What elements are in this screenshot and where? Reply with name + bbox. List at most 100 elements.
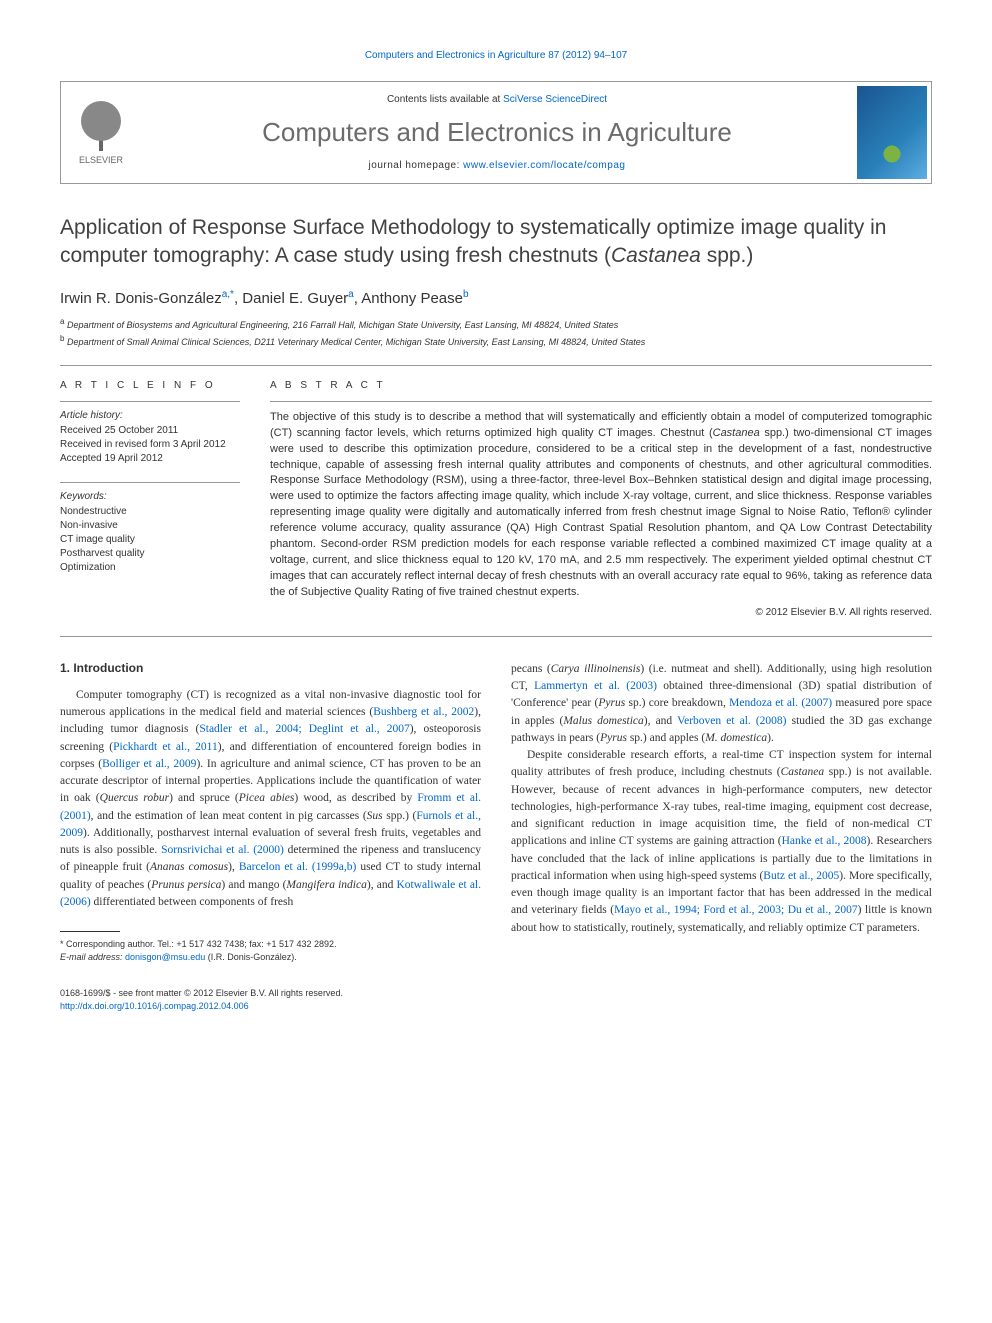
kw-1: Nondestructive bbox=[60, 505, 240, 519]
elsevier-tree-icon bbox=[76, 101, 126, 151]
t: pecans ( bbox=[511, 663, 551, 675]
cite-link[interactable]: Mayo et al., 1994; Ford et al., 2003; Du… bbox=[614, 904, 858, 916]
author-3-sup: b bbox=[463, 289, 469, 300]
affil-a-text: Department of Biosystems and Agricultura… bbox=[67, 320, 618, 330]
cite-link[interactable]: Hanke et al., 2008 bbox=[782, 835, 867, 847]
article-info-heading: A R T I C L E I N F O bbox=[60, 380, 240, 391]
corr-line: * Corresponding author. Tel.: +1 517 432… bbox=[60, 938, 481, 951]
authors: Irwin R. Donis-Gonzáleza,*, Daniel E. Gu… bbox=[60, 289, 932, 307]
corresponding-footnote: * Corresponding author. Tel.: +1 517 432… bbox=[60, 938, 481, 963]
affiliation-a: a Department of Biosystems and Agricultu… bbox=[60, 317, 932, 330]
page: Computers and Electronics in Agriculture… bbox=[0, 0, 992, 1063]
species: Sus bbox=[367, 810, 383, 822]
homepage-link[interactable]: www.elsevier.com/locate/compag bbox=[463, 160, 625, 171]
info-divider-2 bbox=[60, 482, 240, 483]
species: Picea abies bbox=[239, 792, 295, 804]
t: ) and mango ( bbox=[221, 879, 286, 891]
title-italic: Castanea bbox=[611, 244, 701, 267]
t: ), bbox=[228, 861, 239, 873]
cite-link[interactable]: Lammertyn et al. (2003) bbox=[534, 680, 657, 692]
species: Pyrus bbox=[600, 732, 627, 744]
intro-p1: Computer tomography (CT) is recognized a… bbox=[60, 687, 481, 911]
body-col-left: 1. Introduction Computer tomography (CT)… bbox=[60, 661, 481, 963]
footer: 0168-1699/$ - see front matter © 2012 El… bbox=[60, 987, 932, 1012]
t: ), and bbox=[367, 879, 397, 891]
t: sp.) core breakdown, bbox=[625, 697, 729, 709]
divider-top bbox=[60, 365, 932, 366]
accepted-date: Accepted 19 April 2012 bbox=[60, 452, 240, 466]
species: Prunus persica bbox=[151, 879, 221, 891]
article-info: A R T I C L E I N F O Article history: R… bbox=[60, 380, 240, 618]
intro-p2: Despite considerable research efforts, a… bbox=[511, 747, 932, 937]
cite-link[interactable]: Butz et al., 2005 bbox=[763, 870, 839, 882]
t: , and the estimation of lean meat conten… bbox=[91, 810, 367, 822]
abstract-heading: A B S T R A C T bbox=[270, 380, 932, 391]
cite-link[interactable]: Barcelon et al. (1999a,b) bbox=[239, 861, 356, 873]
cite-link[interactable]: Bushberg et al., 2002 bbox=[373, 706, 474, 718]
t: ), and bbox=[644, 715, 677, 727]
intro-heading: 1. Introduction bbox=[60, 661, 481, 675]
abstract-column: A B S T R A C T The objective of this st… bbox=[270, 380, 932, 618]
species: Carya illinoinensis bbox=[551, 663, 641, 675]
homepage-line: journal homepage: www.elsevier.com/locat… bbox=[161, 160, 833, 171]
journal-header-box: ELSEVIER Contents lists available at Sci… bbox=[60, 81, 932, 184]
keywords-block: Keywords: Nondestructive Non-invasive CT… bbox=[60, 491, 240, 575]
contents-line: Contents lists available at SciVerse Sci… bbox=[161, 94, 833, 105]
species: Mangifera indica bbox=[286, 879, 366, 891]
intro-p1-cont: pecans (Carya illinoinensis) (i.e. nutme… bbox=[511, 661, 932, 747]
body-col-right: pecans (Carya illinoinensis) (i.e. nutme… bbox=[511, 661, 932, 963]
article-title: Application of Response Surface Methodol… bbox=[60, 214, 932, 271]
t: ) wood, as described by bbox=[294, 792, 417, 804]
doi-link[interactable]: http://dx.doi.org/10.1016/j.compag.2012.… bbox=[60, 1001, 249, 1011]
author-3: , Anthony Pease bbox=[354, 290, 463, 307]
kw-3: CT image quality bbox=[60, 533, 240, 547]
received-date: Received 25 October 2011 bbox=[60, 424, 240, 438]
email-link[interactable]: donisgon@msu.edu bbox=[125, 952, 205, 962]
journal-cover-thumbnail bbox=[857, 86, 927, 179]
affil-b-text: Department of Small Animal Clinical Scie… bbox=[67, 337, 645, 347]
abs-t2: spp.) two-dimensional CT images were use… bbox=[270, 427, 932, 598]
body-text-left: Computer tomography (CT) is recognized a… bbox=[60, 687, 481, 911]
abstract-text: The objective of this study is to descri… bbox=[270, 410, 932, 601]
journal-reference: Computers and Electronics in Agriculture… bbox=[60, 50, 932, 61]
title-part-1: Application of Response Surface Methodol… bbox=[60, 216, 886, 267]
species: Pyrus bbox=[598, 697, 625, 709]
t: ). bbox=[767, 732, 774, 744]
cite-link[interactable]: Pickhardt et al., 2011 bbox=[113, 741, 218, 753]
cite-link[interactable]: Verboven et al. (2008) bbox=[677, 715, 786, 727]
revised-date: Received in revised form 3 April 2012 bbox=[60, 438, 240, 452]
journal-title: Computers and Electronics in Agriculture bbox=[161, 117, 833, 148]
sciencedirect-link[interactable]: SciVerse ScienceDirect bbox=[503, 94, 607, 105]
species: Malus domestica bbox=[563, 715, 643, 727]
cite-link[interactable]: Bolliger et al., 2009 bbox=[102, 758, 196, 770]
t: ) and spruce ( bbox=[169, 792, 239, 804]
history-block: Article history: Received 25 October 201… bbox=[60, 410, 240, 466]
author-1-sup: a,* bbox=[222, 289, 234, 300]
kw-2: Non-invasive bbox=[60, 519, 240, 533]
elsevier-label: ELSEVIER bbox=[79, 155, 123, 165]
elsevier-logo: ELSEVIER bbox=[61, 82, 141, 183]
cite-link[interactable]: Sornsrivichai et al. (2000) bbox=[161, 844, 284, 856]
homepage-prefix: journal homepage: bbox=[369, 160, 464, 171]
cite-link[interactable]: Stadler et al., 2004; Deglint et al., 20… bbox=[199, 723, 409, 735]
contents-prefix: Contents lists available at bbox=[387, 94, 503, 105]
abstract-divider bbox=[270, 401, 932, 402]
copyright: © 2012 Elsevier B.V. All rights reserved… bbox=[270, 607, 932, 618]
body-text-right: pecans (Carya illinoinensis) (i.e. nutme… bbox=[511, 661, 932, 937]
species: Ananas comosus bbox=[150, 861, 228, 873]
kw-5: Optimization bbox=[60, 561, 240, 575]
species: M. domestica bbox=[705, 732, 767, 744]
author-1: Irwin R. Donis-González bbox=[60, 290, 222, 307]
species: Castanea bbox=[781, 766, 824, 778]
t: differentiated between components of fre… bbox=[91, 896, 294, 908]
footer-line1: 0168-1699/$ - see front matter © 2012 El… bbox=[60, 987, 932, 1000]
t: spp.) ( bbox=[383, 810, 417, 822]
email-line: E-mail address: donisgon@msu.edu (I.R. D… bbox=[60, 951, 481, 964]
author-2: , Daniel E. Guyer bbox=[234, 290, 348, 307]
header-center: Contents lists available at SciVerse Sci… bbox=[141, 82, 853, 183]
history-label: Article history: bbox=[60, 410, 240, 421]
footnote-divider bbox=[60, 931, 120, 932]
species: Quercus robur bbox=[100, 792, 169, 804]
body-columns: 1. Introduction Computer tomography (CT)… bbox=[60, 661, 932, 963]
cite-link[interactable]: Mendoza et al. (2007) bbox=[729, 697, 832, 709]
